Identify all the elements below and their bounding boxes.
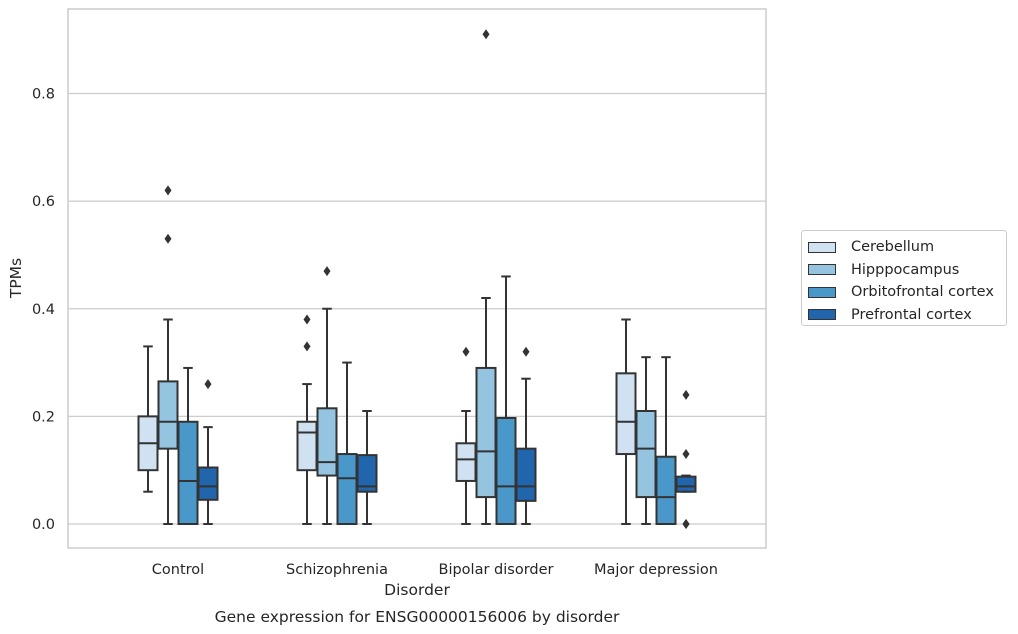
box-prefrontal-cortex xyxy=(675,389,697,529)
chart-title: Gene expression for ENSG00000156006 by d… xyxy=(215,608,620,626)
x-axis-ticks: Control Schizophrenia Bipolar disorder Majo… xyxy=(152,562,718,578)
legend-item-hippocampus: Hipppocampus xyxy=(808,259,1006,282)
box-body xyxy=(336,453,358,526)
box-body xyxy=(157,380,179,450)
box-body xyxy=(296,420,318,472)
box-hipppocampus xyxy=(475,29,497,525)
box-prefrontal-cortex xyxy=(515,346,537,525)
box-hipppocampus xyxy=(635,356,657,525)
x-axis-label: Disorder xyxy=(384,581,450,599)
legend: Cerebellum Hipppocampus Orbitofrontal co… xyxy=(801,230,1007,326)
legend-label: Cerebellum xyxy=(851,239,935,256)
y-tick-label: 0.6 xyxy=(32,194,55,210)
box-body xyxy=(515,447,537,502)
box-body xyxy=(495,416,517,526)
box-cerebellum xyxy=(137,345,159,493)
outlier-point xyxy=(482,29,490,40)
outlier-point xyxy=(303,341,311,352)
y-tick-label: 0.8 xyxy=(32,87,55,103)
plot-frame xyxy=(67,8,767,549)
y-tick-label: 0.0 xyxy=(32,517,55,533)
legend-label: Orbitofrontal cortex xyxy=(851,284,994,301)
x-tick-label: Major depression xyxy=(594,562,718,578)
y-axis-label: TPMs xyxy=(7,258,25,299)
box-orbitofrontal-cortex xyxy=(336,361,358,526)
legend-item-orbitofrontal-cortex: Orbitofrontal cortex xyxy=(808,281,1006,304)
box-body xyxy=(356,454,378,493)
legend-item-prefrontal-cortex: Prefrontal cortex xyxy=(808,304,1006,327)
box-cerebellum xyxy=(455,346,477,525)
legend-swatch xyxy=(808,309,836,321)
outlier-point xyxy=(164,233,172,244)
legend-swatch xyxy=(808,264,836,276)
outlier-point xyxy=(682,449,690,460)
outlier-point xyxy=(682,519,690,529)
box-orbitofrontal-cortex xyxy=(655,356,677,525)
x-tick-label: Schizophrenia xyxy=(286,562,388,578)
y-tick-label: 0.4 xyxy=(32,302,55,318)
box-prefrontal-cortex xyxy=(197,379,219,525)
box-orbitofrontal-cortex xyxy=(495,275,517,526)
outlier-point xyxy=(522,346,530,357)
box-body xyxy=(655,455,677,525)
box-orbitofrontal-cortex xyxy=(177,366,199,526)
box-series xyxy=(137,29,697,529)
box-hipppocampus xyxy=(157,185,179,525)
legend-label: Prefrontal cortex xyxy=(851,306,972,323)
outlier-point xyxy=(462,346,470,357)
x-tick-label: Bipolar disorder xyxy=(439,562,554,578)
box-body xyxy=(675,475,697,493)
box-body xyxy=(316,407,338,477)
y-axis-ticks: 0.0 0.2 0.4 0.6 0.8 xyxy=(32,87,55,534)
legend-swatch xyxy=(808,286,836,298)
x-tick-label: Control xyxy=(152,562,204,578)
legend-swatch xyxy=(808,241,836,253)
box-prefrontal-cortex xyxy=(356,409,378,525)
outlier-point xyxy=(164,185,172,196)
box-body xyxy=(475,366,497,499)
outlier-point xyxy=(323,266,331,277)
box-body xyxy=(197,466,219,501)
outlier-point xyxy=(303,314,311,325)
box-hipppocampus xyxy=(316,266,338,525)
box-body xyxy=(455,442,477,482)
y-tick-label: 0.2 xyxy=(32,409,55,425)
box-body xyxy=(615,372,637,456)
box-body xyxy=(635,409,657,499)
box-cerebellum xyxy=(615,318,637,525)
legend-item-cerebellum: Cerebellum xyxy=(808,236,1006,259)
outlier-point xyxy=(204,379,212,390)
box-body xyxy=(177,420,199,526)
legend-label: Hipppocampus xyxy=(851,261,960,278)
box-cerebellum xyxy=(296,314,318,525)
outlier-point xyxy=(682,389,690,400)
